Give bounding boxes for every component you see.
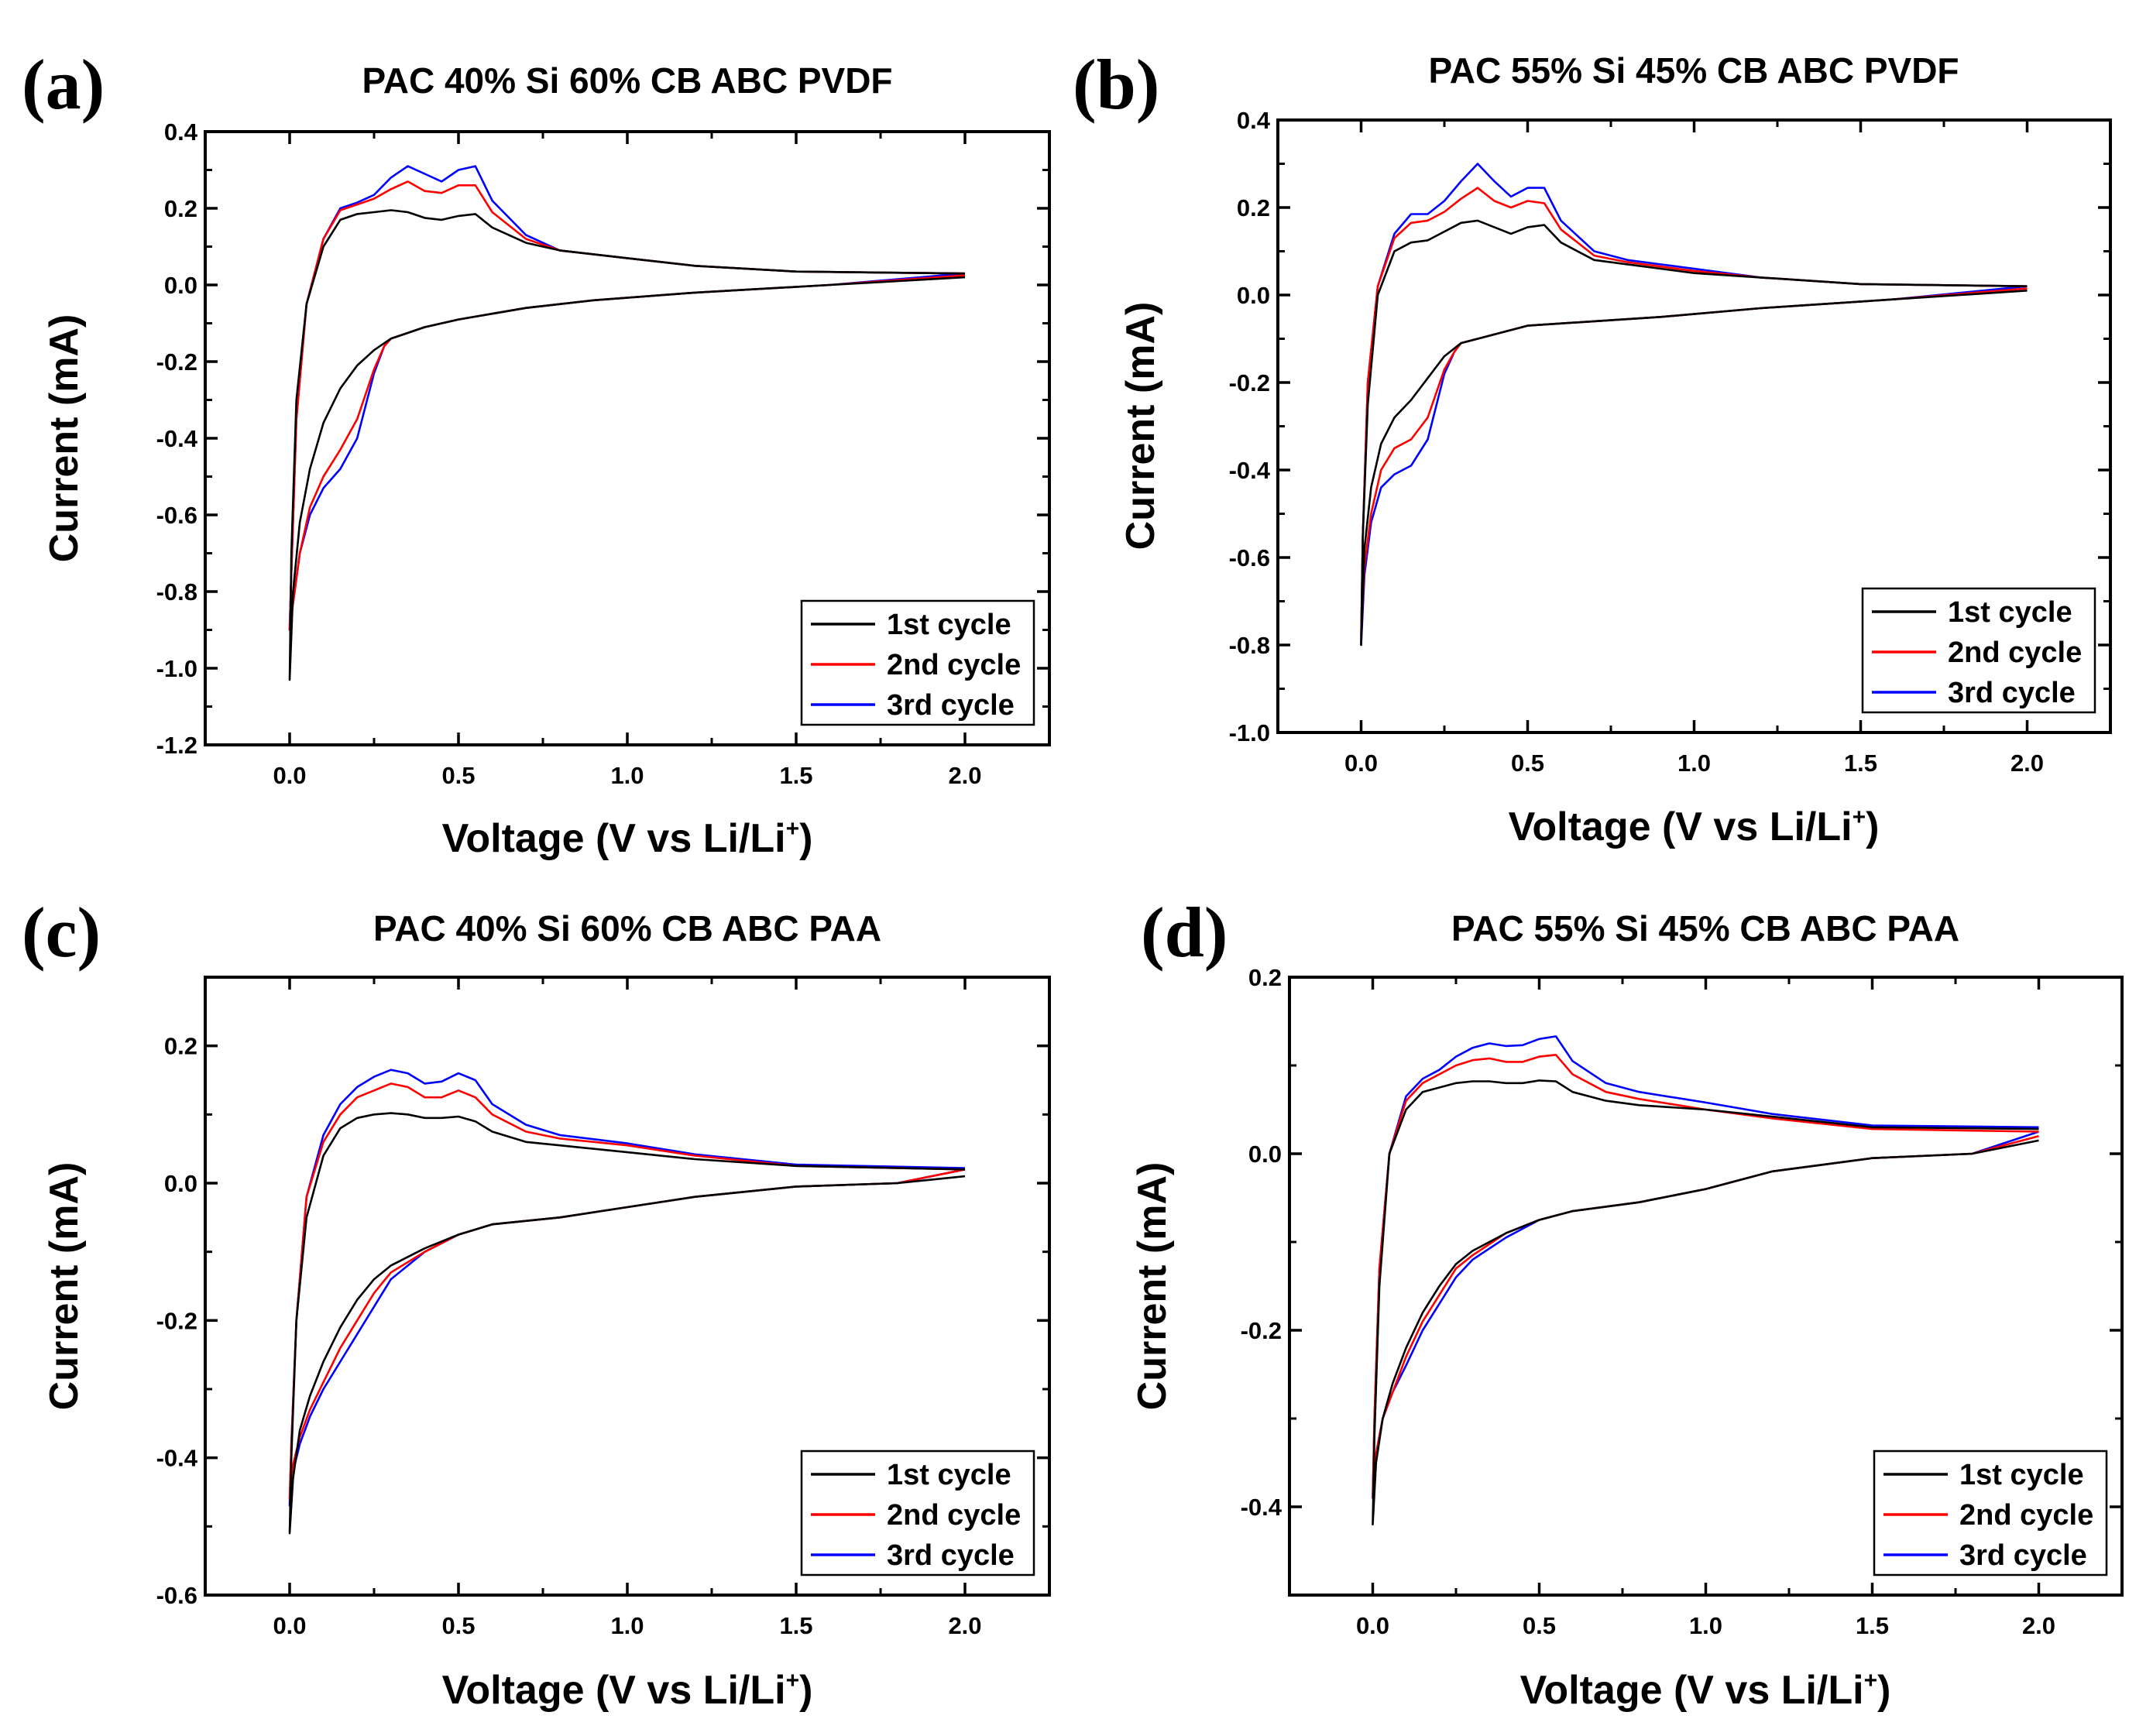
x-tick-label: 1.0 — [610, 762, 644, 789]
y-axis-label: Current (mA) — [42, 1162, 87, 1411]
y-tick-label: 0.0 — [1237, 282, 1270, 309]
y-tick-label: -0.4 — [1241, 1494, 1283, 1521]
y-tick-label: -1.2 — [156, 732, 197, 759]
y-tick-label: -0.2 — [156, 348, 197, 376]
y-axis-label: Current (mA) — [42, 314, 87, 563]
y-tick-label: -0.6 — [1229, 544, 1270, 571]
y-tick-label: 0.0 — [1248, 1141, 1282, 1168]
x-tick-label: 1.5 — [779, 762, 812, 789]
legend-label-3: 3rd cycle — [887, 1539, 1015, 1572]
x-tick-label: 1.5 — [779, 1612, 812, 1639]
panel-letter: (b) — [1073, 45, 1159, 124]
chart-title: PAC 55% Si 45% CB ABC PAA — [1451, 908, 1959, 949]
series-line-1 — [1360, 219, 2028, 647]
legend-label-2: 2nd cycle — [887, 1499, 1021, 1532]
legend-label-3: 3rd cycle — [1948, 677, 2076, 709]
x-tick-label: 0.5 — [1523, 1612, 1556, 1639]
series-line-1 — [288, 1112, 966, 1535]
y-tick-label: -0.4 — [156, 425, 198, 452]
y-tick-label: -1.0 — [1229, 719, 1270, 746]
y-axis-label: Current (mA) — [1118, 302, 1163, 551]
y-axis-label: Current (mA) — [1130, 1162, 1175, 1411]
panel-letter: (d) — [1141, 893, 1228, 972]
y-tick-label: 0.2 — [164, 195, 197, 222]
legend-label-2: 2nd cycle — [1959, 1499, 2093, 1532]
y-tick-label: -1.0 — [156, 655, 197, 682]
legend-label-1: 1st cycle — [1959, 1459, 2084, 1491]
legend-label-1: 1st cycle — [1948, 596, 2072, 629]
y-tick-label: -0.6 — [156, 502, 197, 529]
chart-title: PAC 40% Si 60% CB ABC PAA — [373, 908, 881, 949]
chart-panel-c: (c) PAC 40% Si 60% CB ABC PAA -0.6 -0.4 -0.2… — [22, 893, 1051, 1713]
chart-panel-a: (a) PAC 40% Si 60% CB ABC PVDF -1.2 -1.0 -0.… — [22, 45, 1051, 861]
legend: 1st cycle 2nd cycle 3rd cycle — [1861, 587, 2096, 714]
legend-label-3: 3rd cycle — [887, 689, 1015, 722]
legend-label-3: 3rd cycle — [1959, 1539, 2087, 1572]
chart-panel-d: (d) PAC 55% Si 45% CB ABC PAA -0.4 -0.2 0.0 0… — [1130, 893, 2124, 1713]
x-tick-label: 0.5 — [441, 1612, 475, 1639]
x-tick-label: 2.0 — [948, 1612, 981, 1639]
y-tick-label: -0.2 — [1241, 1317, 1282, 1344]
legend-label-1: 1st cycle — [887, 609, 1011, 641]
y-tick-label: -0.4 — [156, 1445, 198, 1472]
chart-panel-b: (b) PAC 55% Si 45% CB ABC PVDF -1.0 -0.8 -0.… — [1073, 45, 2112, 849]
legend: 1st cycle 2nd cycle 3rd cycle — [800, 599, 1035, 726]
x-tick-label: 0.5 — [441, 762, 475, 789]
x-tick-label: 1.0 — [610, 1612, 644, 1639]
y-tick-label: -0.4 — [1229, 457, 1271, 484]
legend: 1st cycle 2nd cycle 3rd cycle — [800, 1450, 1035, 1576]
panel-letter: (c) — [22, 893, 101, 972]
series-line-1 — [288, 209, 966, 681]
x-axis-label: Voltage (V vs Li/Li+) — [1520, 1668, 1891, 1713]
y-tick-label: -0.8 — [1229, 632, 1270, 659]
chart-title: PAC 40% Si 60% CB ABC PVDF — [362, 60, 892, 101]
legend-label-2: 2nd cycle — [887, 649, 1021, 681]
y-tick-label: -0.2 — [1229, 369, 1270, 396]
y-tick-label: 0.4 — [1237, 107, 1271, 134]
legend-label-2: 2nd cycle — [1948, 636, 2082, 669]
x-tick-label: 0.0 — [273, 1612, 306, 1639]
chart-title: PAC 55% Si 45% CB ABC PVDF — [1428, 50, 1959, 91]
y-tick-label: 0.4 — [164, 118, 198, 146]
y-tick-label: -0.2 — [156, 1307, 197, 1334]
y-tick-label: 0.2 — [164, 1033, 197, 1060]
x-axis-label: Voltage (V vs Li/Li+) — [1509, 805, 1880, 849]
legend-label-1: 1st cycle — [887, 1459, 1011, 1491]
x-tick-label: 0.5 — [1511, 750, 1544, 777]
x-tick-label: 1.0 — [1677, 750, 1711, 777]
y-tick-label: -0.6 — [156, 1582, 197, 1609]
x-tick-label: 2.0 — [2022, 1612, 2055, 1639]
x-tick-label: 1.0 — [1689, 1612, 1722, 1639]
y-tick-label: 0.2 — [1248, 964, 1282, 991]
x-tick-label: 0.0 — [273, 762, 306, 789]
y-tick-label: 0.2 — [1237, 194, 1270, 221]
x-tick-label: 1.5 — [1856, 1612, 1889, 1639]
y-tick-label: 0.0 — [164, 1170, 197, 1197]
x-tick-label: 0.0 — [1344, 750, 1378, 777]
x-tick-label: 0.0 — [1356, 1612, 1389, 1639]
x-tick-label: 2.0 — [2010, 750, 2044, 777]
y-tick-label: 0.0 — [164, 272, 197, 299]
y-tick-label: -0.8 — [156, 578, 197, 606]
legend: 1st cycle 2nd cycle 3rd cycle — [1873, 1450, 2108, 1576]
x-axis-label: Voltage (V vs Li/Li+) — [442, 816, 813, 861]
x-tick-label: 1.5 — [1844, 750, 1877, 777]
x-axis-label: Voltage (V vs Li/Li+) — [442, 1668, 813, 1713]
panel-letter: (a) — [22, 45, 105, 124]
series-line-1 — [1372, 1079, 2039, 1526]
x-tick-label: 2.0 — [948, 762, 981, 789]
